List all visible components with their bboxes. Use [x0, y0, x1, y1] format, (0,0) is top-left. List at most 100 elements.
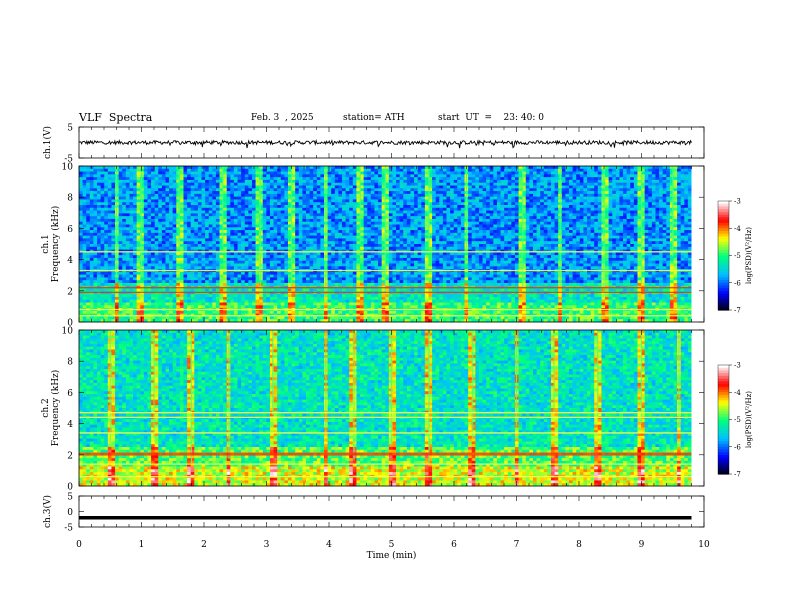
spectrogram-cell [388, 179, 393, 184]
spectrogram-cell [345, 216, 350, 220]
spectrogram-cell [334, 216, 339, 220]
spectrogram-cell [576, 218, 581, 223]
spectrogram-cell [543, 199, 548, 203]
spectrogram-cell [327, 191, 332, 195]
spectrogram-cell [298, 216, 303, 220]
spectrogram-cell [644, 210, 649, 214]
spectrogram-cell [241, 221, 246, 225]
spectrogram-cell [626, 199, 631, 203]
spectrogram-cell [241, 196, 246, 200]
spectrogram-cell [89, 193, 94, 198]
spectrogram-cell [269, 199, 275, 203]
spectrogram-cell [378, 196, 383, 200]
spectrogram-cell [662, 168, 667, 173]
spectrogram-cell [478, 188, 484, 192]
spectrogram-cell [190, 185, 195, 189]
spectrogram-cell [122, 171, 127, 175]
spectrogram-cell [122, 199, 127, 203]
spectrogram-cell [619, 193, 624, 198]
spectrogram-cell [489, 207, 494, 212]
spectrogram-cell [406, 171, 411, 175]
spectrogram-cell [633, 174, 638, 178]
spectrogram-cell [125, 177, 130, 181]
spectrogram-cell [406, 196, 411, 200]
spectrogram-cell [230, 168, 235, 173]
spectrogram-cell [482, 216, 487, 220]
spectrogram-cell [223, 210, 228, 214]
spectrogram-cell [453, 168, 458, 173]
spectrogram-cell [594, 171, 599, 175]
spectrogram-cell [342, 193, 347, 198]
spectrogram-cell [561, 171, 566, 175]
spectrogram-cell [554, 182, 559, 186]
spectrogram-cell [313, 216, 318, 220]
spectrogram-cell [259, 185, 264, 189]
spectrogram-cell [342, 205, 347, 209]
spectrogram-cell [414, 216, 419, 220]
spectrogram-cell [284, 185, 289, 189]
spectrogram-cell [594, 168, 599, 173]
spectrogram-cell [684, 168, 689, 173]
spectrogram-cell [442, 188, 447, 192]
spectrogram-cell [468, 218, 473, 223]
spectrogram-cell [536, 171, 541, 175]
spectrogram-cell [396, 216, 401, 220]
spectrogram-cell [86, 166, 91, 170]
spectrogram-cell [543, 166, 548, 170]
spectrogram-cell [641, 207, 646, 212]
spectrogram-cell [662, 199, 667, 203]
spectrogram-cell [659, 166, 664, 170]
spectrogram-cell [118, 191, 123, 195]
spectrogram-cell [266, 174, 271, 178]
spectrogram-cell [396, 221, 401, 225]
spectrogram-cell [230, 174, 235, 178]
spectrogram-cell [612, 218, 617, 223]
spectrogram-cell [450, 224, 455, 228]
spectrogram-cell [504, 224, 509, 228]
spectrogram-cell [129, 205, 134, 209]
spectrogram-cell [151, 205, 156, 209]
spectrogram-cell [118, 185, 123, 189]
spectrogram-cell [547, 166, 552, 170]
spectrogram-cell [680, 179, 685, 184]
spectrogram-cell [233, 213, 239, 217]
spectrogram-cell [259, 202, 264, 206]
spectrogram-cell [468, 196, 473, 200]
spectrogram-cell [669, 179, 674, 184]
spectrogram-cell [215, 171, 221, 175]
spectrogram-cell [327, 177, 332, 181]
spectrogram-cell [89, 196, 94, 200]
spectrogram-cell [403, 224, 408, 228]
spectrogram-cell [367, 188, 372, 192]
spectrogram-cell [612, 196, 617, 200]
spectrogram-cell [342, 207, 347, 212]
spectrogram-cell [504, 210, 509, 214]
spectrogram-cell [457, 224, 462, 228]
spectrogram-cell [122, 218, 127, 223]
spectrogram-cell [111, 202, 116, 206]
spectrogram-cell [197, 216, 202, 220]
spectrogram-cell [338, 224, 343, 228]
spectrogram-cell [687, 218, 692, 223]
spectrogram-cell [565, 216, 570, 220]
spectrogram-cell [403, 182, 408, 186]
spectrogram-cell [104, 205, 109, 209]
spectrogram-cell [161, 191, 166, 195]
spectrogram-cell [255, 188, 260, 192]
spectrogram-cell [496, 216, 502, 220]
spectrogram-cell [594, 216, 599, 220]
spectrogram-cell [129, 199, 134, 203]
spectrogram-cell [129, 174, 134, 178]
spectrogram-cell [172, 213, 177, 217]
spectrogram-cell [529, 216, 534, 220]
spectrogram-cell [259, 210, 264, 214]
spectrogram-cell [295, 221, 300, 225]
spectrogram-cell [233, 218, 239, 223]
spectrogram-cell [605, 191, 610, 195]
spectrogram-cell [194, 166, 199, 170]
spectrogram-cell [266, 171, 271, 175]
spectrogram-cell [655, 218, 660, 223]
spectrogram-cell [439, 205, 444, 209]
spectrogram-cell [273, 179, 278, 184]
spectrogram-cell [460, 205, 466, 209]
